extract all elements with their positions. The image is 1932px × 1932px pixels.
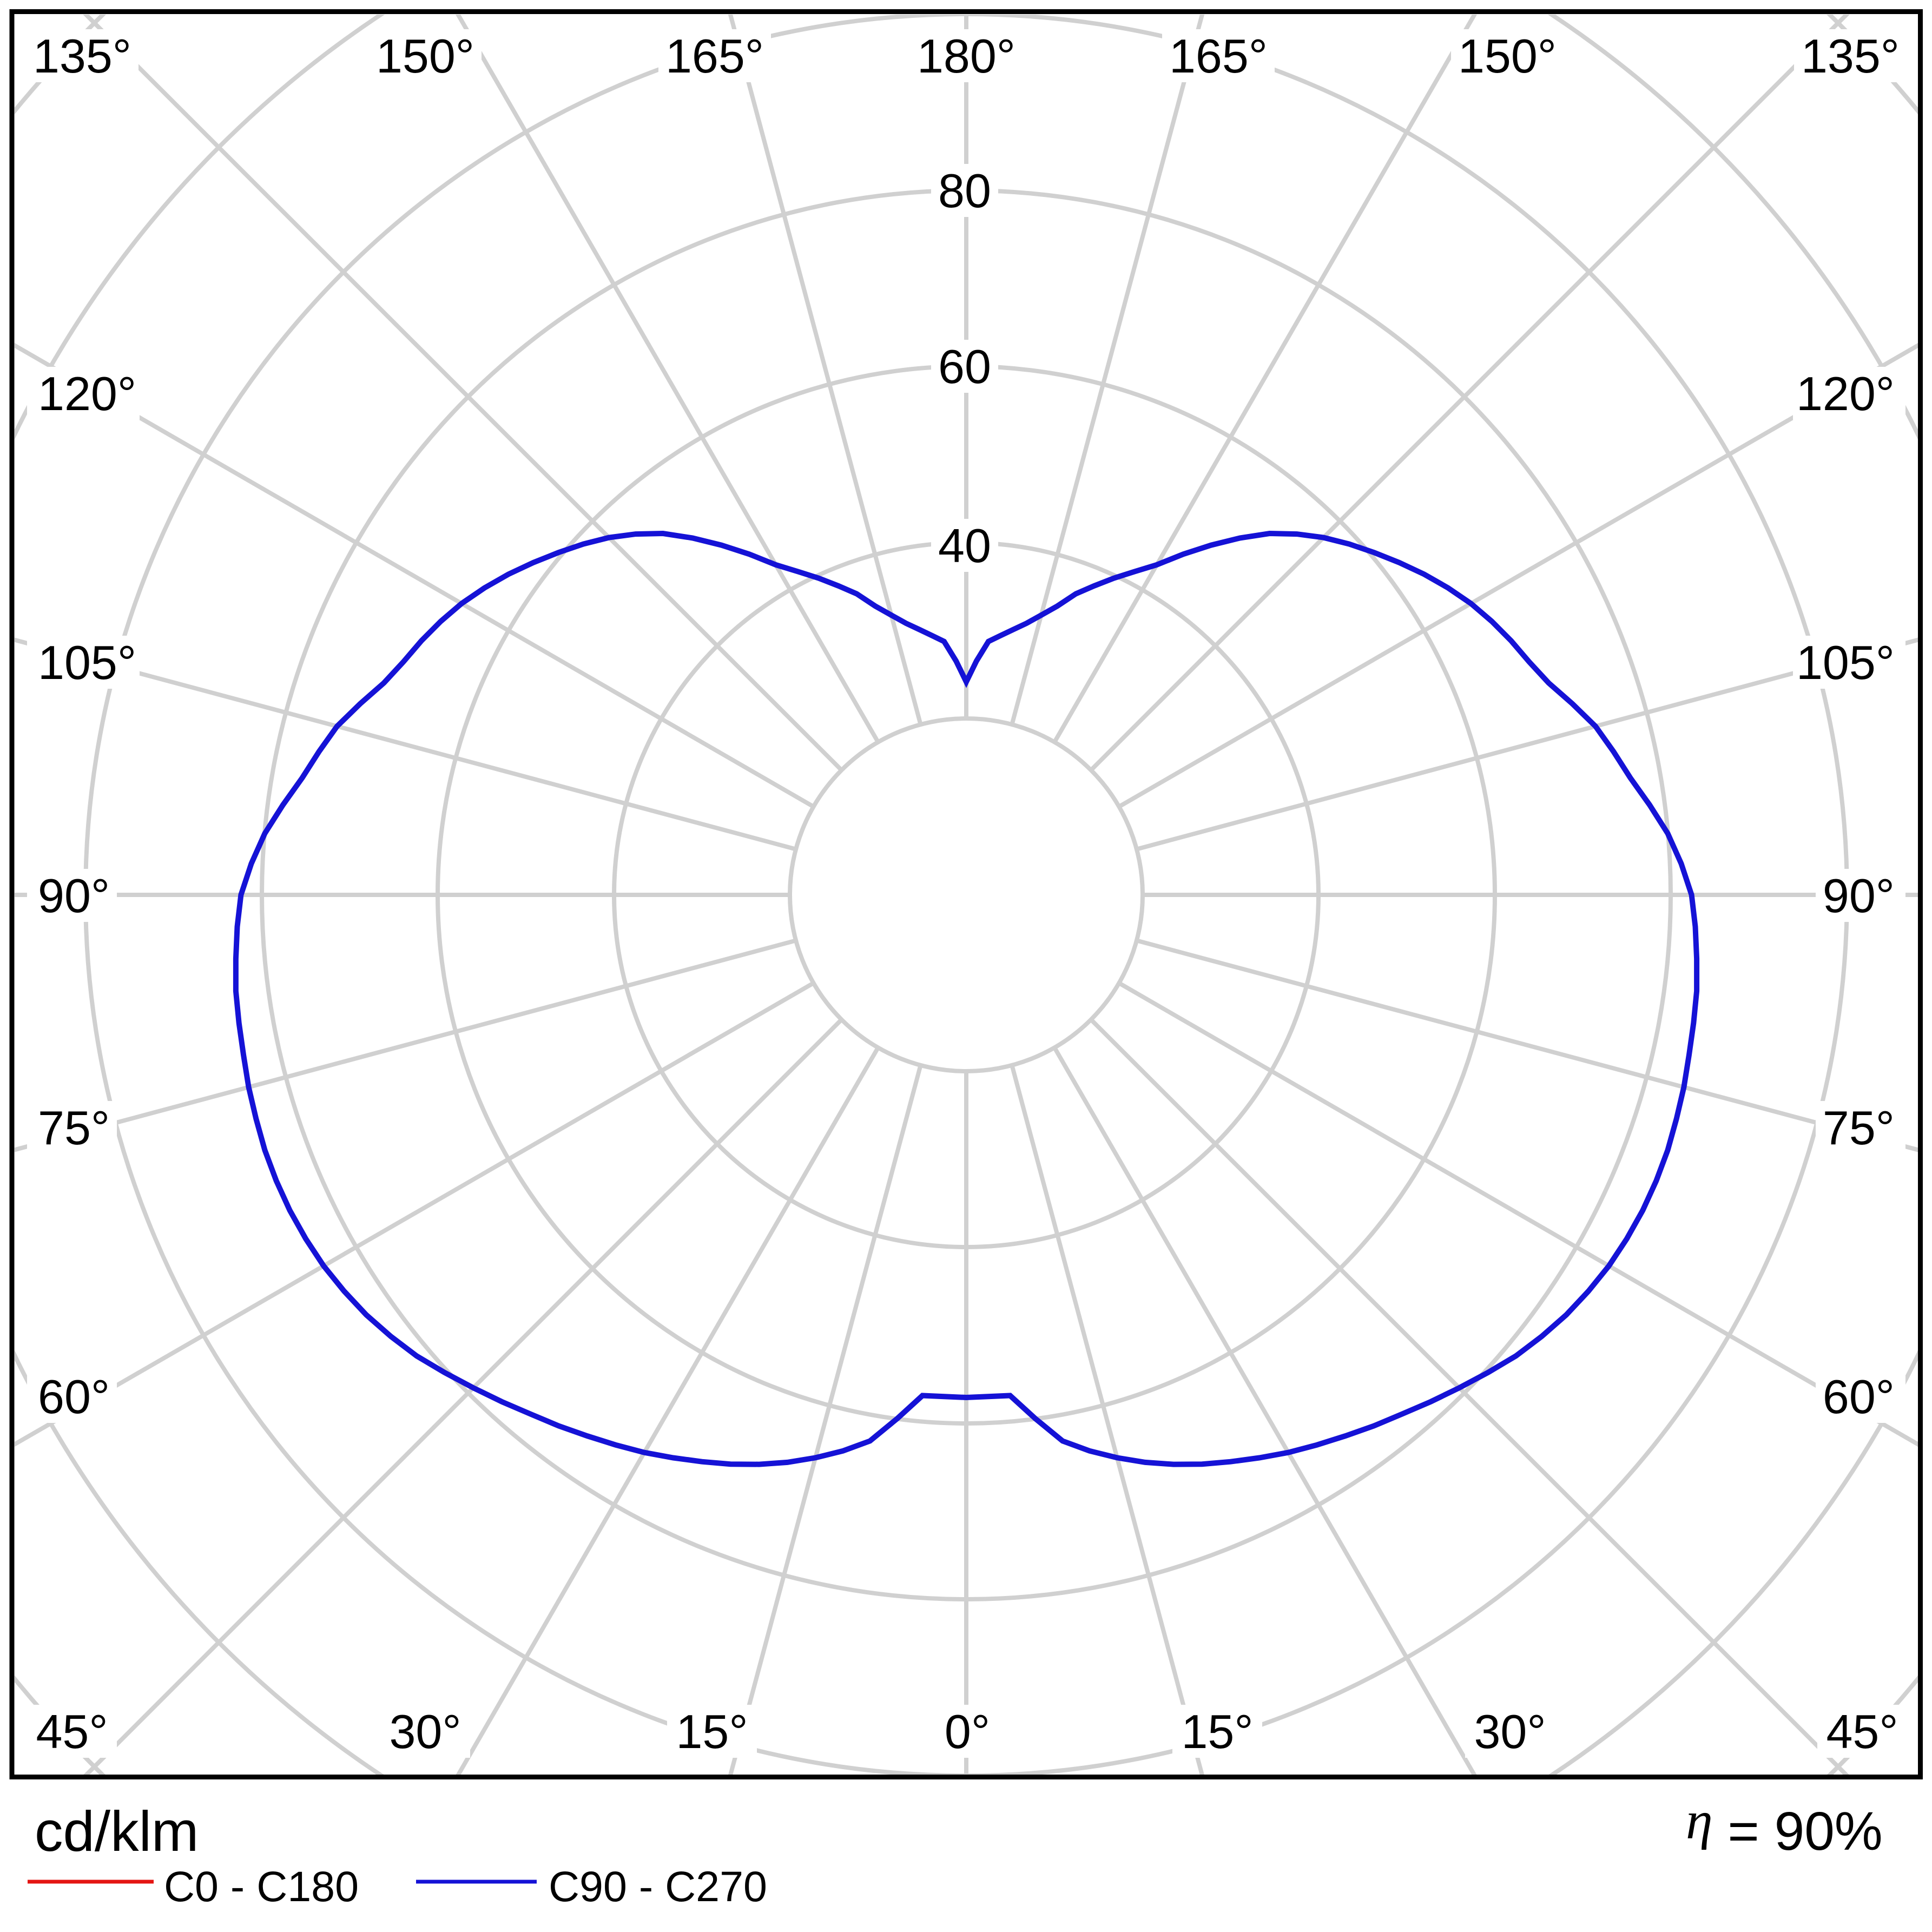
svg-text:165°: 165° bbox=[1169, 29, 1268, 83]
svg-text:105°: 105° bbox=[1796, 636, 1895, 689]
svg-text:C90 - C270: C90 - C270 bbox=[549, 1862, 767, 1910]
svg-text:120°: 120° bbox=[38, 367, 136, 420]
svg-text:135°: 135° bbox=[1801, 29, 1900, 83]
svg-text:60: 60 bbox=[938, 340, 991, 393]
svg-text:105°: 105° bbox=[38, 636, 136, 689]
svg-text:C0 - C180: C0 - C180 bbox=[164, 1862, 359, 1910]
svg-text:75°: 75° bbox=[1823, 1101, 1895, 1155]
svg-text:30°: 30° bbox=[389, 1705, 461, 1758]
svg-text:45°: 45° bbox=[1826, 1705, 1898, 1758]
svg-text:60°: 60° bbox=[1823, 1370, 1895, 1423]
svg-text:cd/klm: cd/klm bbox=[35, 1800, 199, 1863]
svg-text:90°: 90° bbox=[1823, 869, 1895, 922]
svg-text:135°: 135° bbox=[33, 29, 131, 83]
svg-text:165°: 165° bbox=[665, 29, 764, 83]
svg-text:40: 40 bbox=[938, 519, 991, 572]
svg-text:15°: 15° bbox=[676, 1705, 748, 1758]
svg-text:30°: 30° bbox=[1474, 1705, 1546, 1758]
svg-text:η = 90%: η = 90% bbox=[1686, 1790, 1883, 1862]
svg-text:0°: 0° bbox=[945, 1705, 990, 1758]
svg-text:80: 80 bbox=[938, 164, 991, 217]
svg-text:180°: 180° bbox=[917, 29, 1016, 83]
svg-text:90°: 90° bbox=[38, 869, 110, 922]
svg-text:150°: 150° bbox=[1458, 29, 1557, 83]
svg-text:75°: 75° bbox=[38, 1101, 110, 1155]
svg-text:15°: 15° bbox=[1181, 1705, 1253, 1758]
svg-text:120°: 120° bbox=[1796, 367, 1895, 420]
svg-text:60°: 60° bbox=[38, 1370, 110, 1423]
svg-text:45°: 45° bbox=[36, 1705, 108, 1758]
svg-text:150°: 150° bbox=[376, 29, 474, 83]
